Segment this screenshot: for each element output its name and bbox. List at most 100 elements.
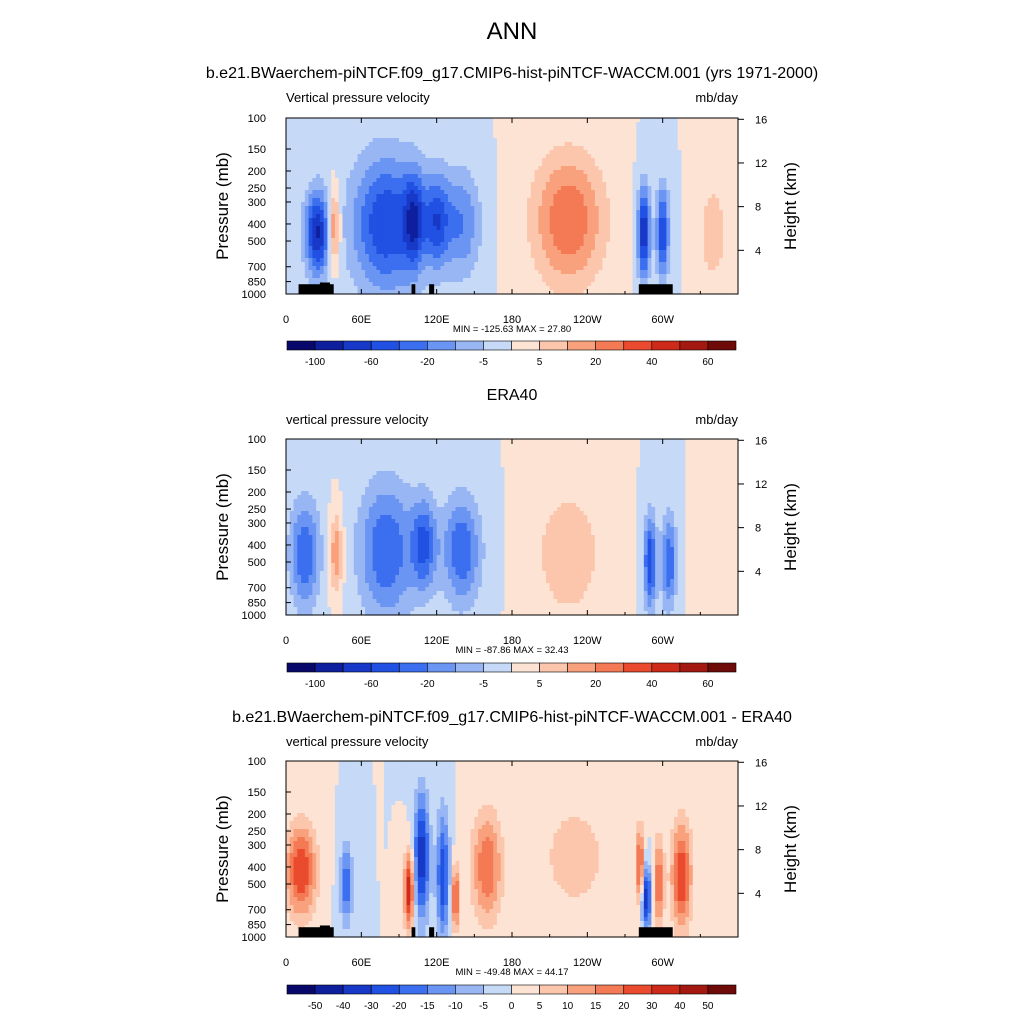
variable-label: vertical pressure velocity xyxy=(286,734,429,749)
x-tick-label: 120E xyxy=(424,957,450,969)
y2-tick-label: 16 xyxy=(755,757,767,769)
contour-field xyxy=(286,118,739,295)
topography-block xyxy=(639,927,673,937)
colorbar-swatch xyxy=(568,341,596,350)
colorbar-label: 60 xyxy=(702,679,714,690)
contour-field xyxy=(286,761,739,938)
colorbar-swatch xyxy=(455,663,483,672)
colorbar-swatch xyxy=(287,341,315,350)
y-tick-label: 100 xyxy=(248,434,266,446)
colorbar-label: 5 xyxy=(537,679,543,690)
variable-label: Vertical pressure velocity xyxy=(286,90,430,105)
min-max-annotation: MIN = -87.86 MAX = 32.43 xyxy=(455,645,568,656)
y-tick-label: 300 xyxy=(248,840,266,852)
y2-tick-label: 4 xyxy=(755,245,761,257)
y2-tick-label: 8 xyxy=(755,845,761,857)
colorbar-swatch xyxy=(512,985,540,994)
y-tick-label: 850 xyxy=(248,598,266,610)
y-tick-label: 300 xyxy=(248,197,266,209)
colorbar-swatch xyxy=(343,663,371,672)
y-tick-label: 1000 xyxy=(242,610,266,622)
y-tick-label: 500 xyxy=(248,236,266,248)
colorbar-swatch xyxy=(371,341,399,350)
colorbar-label: -40 xyxy=(336,1001,351,1012)
y-axis-label: Pressure (mb) xyxy=(213,795,232,903)
y-tick-label: 200 xyxy=(248,809,266,821)
colorbar-label: 60 xyxy=(702,357,714,368)
colorbar-swatch xyxy=(455,341,483,350)
y-tick-label: 850 xyxy=(248,277,266,289)
chart-title: ERA40 xyxy=(487,387,538,404)
colorbar-swatch xyxy=(512,663,540,672)
colorbar-label: 5 xyxy=(537,1001,543,1012)
x-tick-label: 0 xyxy=(283,314,289,326)
min-max-annotation: MIN = -125.63 MAX = 27.80 xyxy=(453,324,571,335)
colorbar-swatch xyxy=(596,341,624,350)
y2-tick-label: 12 xyxy=(755,801,767,813)
colorbar-label: 0 xyxy=(509,1001,515,1012)
variable-label: vertical pressure velocity xyxy=(286,412,429,427)
colorbar-swatch xyxy=(680,985,708,994)
y-tick-label: 100 xyxy=(248,113,266,125)
y-tick-label: 200 xyxy=(248,166,266,178)
x-tick-label: 60E xyxy=(352,635,372,647)
y-tick-label: 1000 xyxy=(242,932,266,944)
colorbar-swatch xyxy=(652,985,680,994)
topography-block xyxy=(412,927,416,937)
colorbar-label: -30 xyxy=(364,1001,379,1012)
y-tick-label: 250 xyxy=(248,826,266,838)
x-tick-label: 120W xyxy=(573,314,602,326)
y-tick-label: 500 xyxy=(248,557,266,569)
x-tick-label: 60E xyxy=(352,957,372,969)
y-tick-label: 150 xyxy=(248,787,266,799)
y-tick-label: 700 xyxy=(248,262,266,274)
colorbar-swatch xyxy=(624,341,652,350)
y-tick-label: 400 xyxy=(248,219,266,231)
colorbar-label: -50 xyxy=(308,1001,323,1012)
y-tick-label: 700 xyxy=(248,905,266,917)
colorbar-swatch xyxy=(343,341,371,350)
colorbar-swatch xyxy=(540,341,568,350)
y-axis-label: Pressure (mb) xyxy=(213,473,232,581)
y-tick-label: 700 xyxy=(248,583,266,595)
colorbar: -100 -60 -20 -5 5 20 40 60 xyxy=(287,663,736,690)
colorbar-label: -10 xyxy=(448,1001,463,1012)
colorbar-swatch xyxy=(371,663,399,672)
colorbar-label: 15 xyxy=(590,1001,602,1012)
colorbar-swatch xyxy=(708,985,736,994)
colorbar-swatch xyxy=(708,341,736,350)
chart-title: b.e21.BWaerchem-piNTCF.f09_g17.CMIP6-his… xyxy=(206,65,818,82)
chart-title: b.e21.BWaerchem-piNTCF.f09_g17.CMIP6-his… xyxy=(232,709,792,726)
y-tick-label: 200 xyxy=(248,487,266,499)
colorbar: -100 -60 -20 -5 5 20 40 60 xyxy=(287,341,736,368)
colorbar-label: -15 xyxy=(420,1001,435,1012)
x-tick-label: 60W xyxy=(651,957,674,969)
contour-field xyxy=(286,439,739,616)
y2-axis-label: Height (km) xyxy=(781,805,800,893)
y-tick-label: 150 xyxy=(248,144,266,156)
y-tick-label: 850 xyxy=(248,920,266,932)
colorbar-label: 10 xyxy=(562,1001,574,1012)
x-tick-label: 120E xyxy=(424,314,450,326)
y-tick-label: 100 xyxy=(248,756,266,768)
y-tick-label: 500 xyxy=(248,879,266,891)
topography-block xyxy=(320,282,330,294)
colorbar-label: 40 xyxy=(674,1001,686,1012)
colorbar-swatch xyxy=(652,341,680,350)
colorbar-swatch xyxy=(624,663,652,672)
min-max-annotation: MIN = -49.48 MAX = 44.17 xyxy=(455,967,568,978)
topography-block xyxy=(412,284,416,294)
topography-block xyxy=(320,925,330,937)
colorbar-swatch xyxy=(399,341,427,350)
colorbar-label: 30 xyxy=(646,1001,658,1012)
colorbar-label: -5 xyxy=(479,679,488,690)
colorbar-swatch xyxy=(483,985,511,994)
colorbar-label: -100 xyxy=(305,357,325,368)
y2-axis-label: Height (km) xyxy=(781,162,800,250)
colorbar-swatch xyxy=(455,985,483,994)
colorbar-swatch xyxy=(708,663,736,672)
colorbar-swatch xyxy=(399,663,427,672)
colorbar-swatch xyxy=(399,985,427,994)
